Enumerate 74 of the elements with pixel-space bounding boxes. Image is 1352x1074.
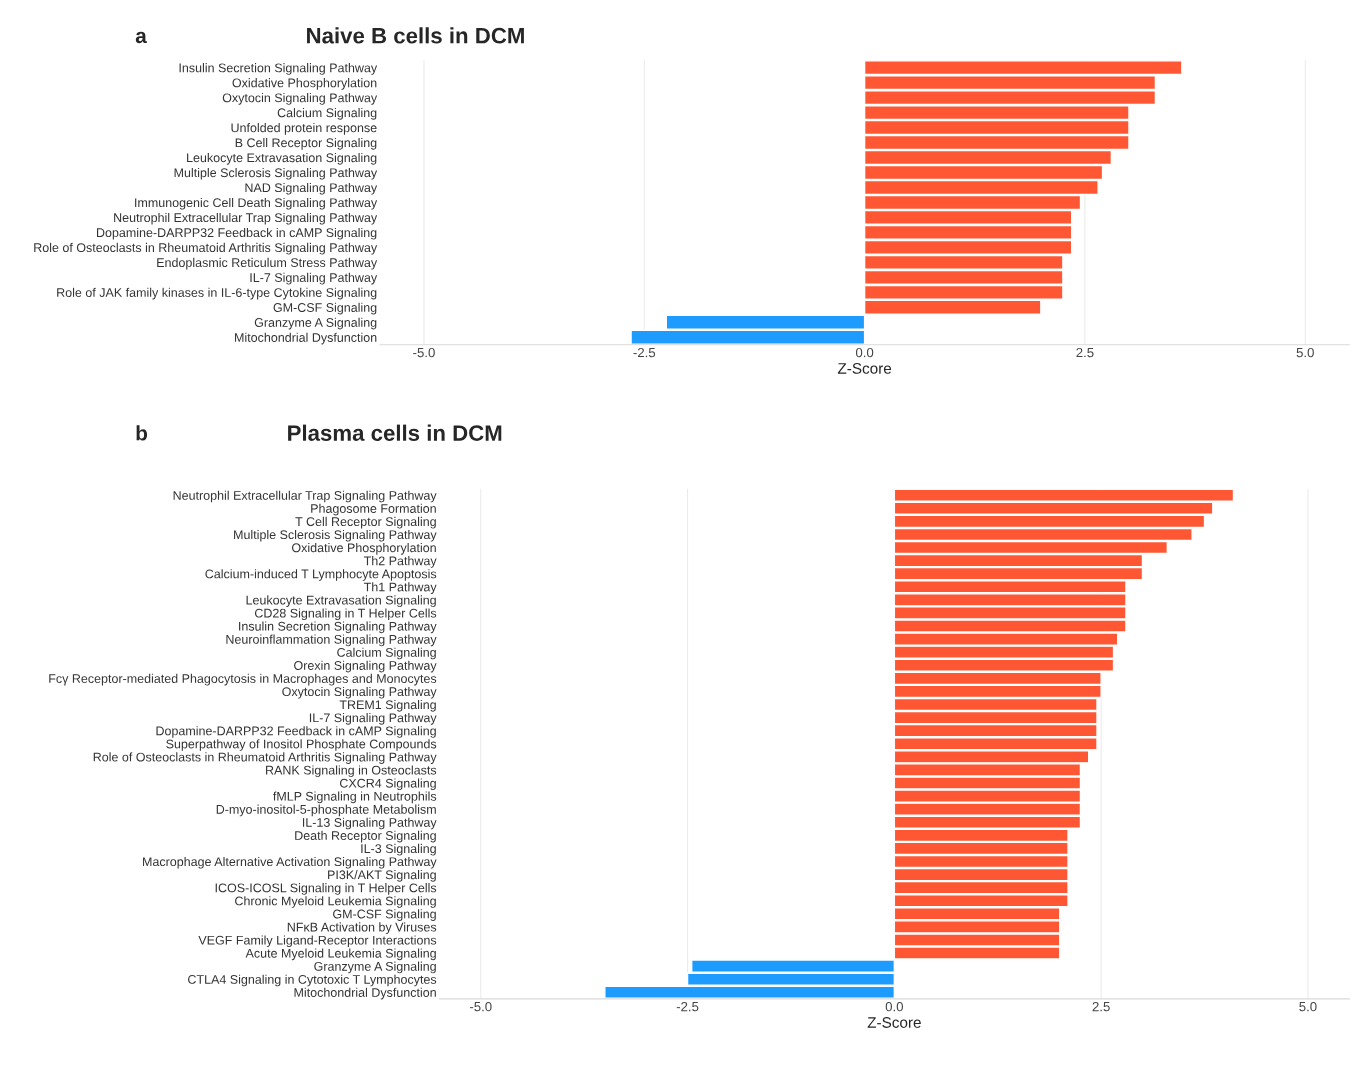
x-tick-label: 0.0 [885, 1001, 903, 1012]
y-tick-label: Endoplasmic Reticulum Stress Pathway [157, 257, 378, 270]
y-tick-label: IL-13 Signaling Pathway [302, 817, 437, 830]
y-tick-label: Role of JAK family kinases in IL-6-type Cytokine Signaling [57, 287, 377, 300]
text: b [136, 425, 148, 441]
y-tick-label: Oxytocin Signaling Pathway [282, 686, 437, 699]
y-tick-label: D-myo-inositol-5-phosphate Metabolism [216, 804, 436, 817]
x-tick-label: 2.5 [1076, 347, 1094, 358]
y-tick-label: Th2 Pathway [363, 556, 437, 568]
y-tick-label: Leukocyte Extravasation Signaling [187, 152, 377, 165]
y-tick-label: Orexin Signaling Pathway [294, 660, 437, 673]
x-tick-label: 0.0 [855, 347, 874, 358]
y-tick-label: Mitochondrial Dysfunction [235, 332, 377, 345]
y-tick-label: Oxidative Phosphorylation [232, 78, 377, 90]
y-tick-label: Fcγ Receptor-mediated Phagocytosis in Macrophages and Monocytes [49, 673, 437, 686]
x-tick-label: -2.5 [676, 1001, 699, 1012]
y-tick-label: IL-7 Signaling Pathway [309, 713, 437, 725]
y-tick-label: Multiple Sclerosis Signaling Pathway [234, 529, 437, 542]
x-tick-label: -5.0 [469, 1001, 492, 1012]
chart-title: Naive B cells in DCM [307, 27, 524, 44]
y-tick-label: Role of Osteoclasts in Rheumatoid Arthritis Signaling Pathway [93, 752, 437, 764]
y-tick-label: VEGF Family Ligand-Receptor Interactions [198, 935, 437, 948]
y-tick-label: Acute Myeloid Leukemia Signaling [245, 948, 436, 961]
y-tick-label: Macrophage Alternative Activation Signaling Pathway [143, 856, 437, 869]
y-tick-label: Insulin Secretion Signaling Pathway [239, 621, 437, 634]
y-tick-label: NAD Signaling Pathway [245, 182, 378, 195]
y-tick-label: Insulin Secretion Signaling Pathway [179, 63, 378, 75]
x-tick-label: -5.0 [413, 347, 435, 358]
y-tick-label: Granzyme A Signaling [254, 317, 377, 330]
x-axis-title: Z-Score [867, 1017, 921, 1028]
x-tick-label: -2.5 [633, 347, 656, 358]
y-tick-label: Th1 Pathway [363, 582, 437, 594]
y-tick-label: Oxytocin Signaling Pathway [222, 93, 378, 105]
y-tick-label: TREM1 Signaling [339, 699, 436, 712]
chart-title: Plasma cells in DCM [288, 424, 502, 441]
y-tick-label: Dopamine-DARPP32 Feedback in cAMP Signaling [97, 227, 377, 240]
y-tick-label: Calcium Signaling [337, 647, 436, 660]
y-tick-label: Dopamine-DARPP32 Feedback in cAMP Signaling [156, 726, 436, 738]
y-tick-label: Neutrophil Extracellular Trap Signaling Pathway [114, 212, 378, 225]
y-tick-label: CD28 Signaling in T Helper Cells [254, 608, 437, 621]
y-tick-label: Granzyme A Signaling [314, 961, 436, 974]
y-tick-label: Multiple Sclerosis Signaling Pathway [174, 167, 378, 180]
y-tick-label: Superpathway of Inositol Phosphate Compounds [166, 739, 437, 751]
y-tick-label: Mitochondrial Dysfunction [294, 987, 436, 1000]
y-tick-label: Chronic Myeloid Leukemia Signaling [235, 896, 436, 908]
y-tick-label: Phagosome Formation [311, 503, 436, 516]
y-tick-label: CTLA4 Signaling in Cytotoxic T Lymphocytes [188, 974, 437, 987]
x-tick-label: 5.0 [1299, 1001, 1317, 1012]
y-tick-label: Immunogenic Cell Death Signaling Pathway [135, 197, 378, 210]
x-tick-label: 2.5 [1092, 1001, 1110, 1012]
y-tick-label: RANK Signaling in Osteoclasts [266, 765, 437, 778]
y-tick-label: Leukocyte Extravasation Signaling [246, 595, 436, 607]
y-tick-label: Role of Osteoclasts in Rheumatoid Arthritis Signaling Pathway [34, 242, 378, 255]
y-tick-label: GM-CSF Signaling [273, 302, 377, 315]
y-tick-label: GM-CSF Signaling [333, 909, 436, 921]
x-tick-label: 5.0 [1296, 347, 1314, 358]
y-tick-label: B Cell Receptor Signaling [235, 138, 377, 150]
y-tick-label: NFκB Activation by Viruses [287, 922, 437, 934]
y-tick-label: ICOS-ICOSL Signaling in T Helper Cells [215, 883, 437, 895]
y-tick-label: Neutrophil Extracellular Trap Signaling Pathway [173, 490, 437, 503]
y-tick-label: CXCR4 Signaling [339, 778, 436, 791]
y-tick-label: Unfolded protein response [231, 123, 377, 135]
y-tick-label: Oxidative Phosphorylation [292, 543, 436, 555]
y-tick-label: IL-3 Signaling [361, 843, 436, 856]
y-tick-label: fMLP Signaling in Neutrophils [273, 791, 437, 804]
y-tick-label: Death Receptor Signaling [295, 830, 436, 843]
y-tick-label: T Cell Receptor Signaling [295, 516, 436, 529]
y-tick-label: Calcium Signaling [277, 108, 377, 120]
text: a [135, 31, 147, 44]
y-tick-label: IL-7 Signaling Pathway [250, 272, 378, 285]
y-tick-label: Calcium-induced T Lymphocyte Apoptosis [205, 569, 437, 581]
y-tick-label: Neuroinflammation Signaling Pathway [226, 634, 437, 647]
y-tick-label: PI3K/AKT Signaling [328, 870, 436, 882]
x-axis-title: Z-Score [837, 363, 892, 374]
